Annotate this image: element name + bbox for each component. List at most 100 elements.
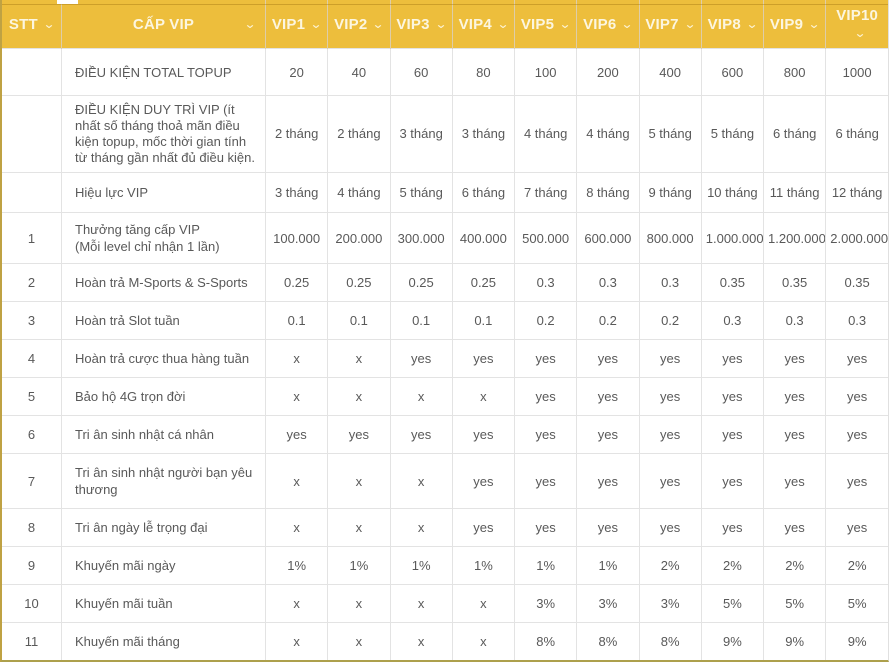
value-cell: 0.35	[825, 263, 888, 302]
table-row: ĐIỀU KIỆN TOTAL TOPUP 20 40 60 80 100 200 400 60…	[2, 48, 888, 96]
value-cell: x	[327, 377, 391, 416]
value-cell: 3%	[638, 584, 702, 623]
chevron-down-icon[interactable]: ⌄	[434, 17, 448, 32]
stt-cell: 3	[2, 301, 62, 340]
table-row: 10 Khuyến mãi tuần x x x x 3% 3% 3% 5% 5% 5%	[2, 584, 888, 623]
value-cell: 3 tháng	[389, 95, 453, 173]
value-cell: yes	[513, 377, 578, 416]
value-cell: 2%	[825, 546, 888, 585]
value-cell: 800	[762, 48, 827, 96]
stt-cell: 9	[2, 546, 62, 585]
value-cell: 8 tháng	[576, 172, 640, 213]
value-cell: yes	[389, 415, 453, 454]
row-label-cell: Tri ân sinh nhật người bạn yêu thương	[61, 453, 266, 509]
stt-cell: 1	[2, 212, 62, 264]
column-header-cấp-vip[interactable]: CẤP VIP ⌄	[61, 0, 266, 49]
value-cell: yes	[451, 415, 516, 454]
column-header-stt[interactable]: STT ⌄	[2, 0, 62, 49]
chevron-down-icon[interactable]: ⌄	[745, 17, 759, 32]
value-cell: 60	[389, 48, 453, 96]
column-header-vip7[interactable]: VIP7 ⌄	[638, 0, 702, 49]
table-header: STT ⌄ CẤP VIP ⌄ VIP1 ⌄ VIP2 ⌄ VIP3 ⌄ VIP4 ⌄ VIP5 ⌄ VIP…	[2, 0, 888, 49]
value-cell: x	[451, 622, 516, 660]
value-cell: x	[389, 622, 453, 660]
chevron-down-icon[interactable]: ⌄	[807, 17, 821, 32]
value-cell: 0.1	[264, 301, 329, 340]
row-label-cell: Khuyến mãi tháng	[61, 622, 266, 660]
value-cell: 0.3	[513, 263, 578, 302]
value-cell: 9 tháng	[638, 172, 702, 213]
value-cell: x	[264, 377, 329, 416]
value-cell: 0.3	[825, 301, 888, 340]
value-cell: yes	[451, 508, 516, 547]
value-cell: 9%	[825, 622, 888, 660]
table-row: 6 Tri ân sinh nhật cá nhân yes yes yes yes yes…	[2, 415, 888, 454]
column-header-label: VIP3	[396, 15, 430, 33]
value-cell: 80	[451, 48, 516, 96]
value-cell: 4 tháng	[327, 172, 391, 213]
column-header-label: VIP6	[583, 15, 617, 33]
value-cell: 1%	[451, 546, 516, 585]
value-cell: 0.2	[513, 301, 578, 340]
value-cell: 1.000.000	[700, 212, 765, 264]
column-header-vip8[interactable]: VIP8 ⌄	[700, 0, 764, 49]
value-cell: 300.000	[389, 212, 453, 264]
value-cell: 0.3	[762, 301, 827, 340]
row-label-cell: Hoàn trả Slot tuần	[61, 301, 266, 340]
value-cell: 10 tháng	[700, 172, 765, 213]
table-row: 3 Hoàn trả Slot tuần 0.1 0.1 0.1 0.1 0.2 0.2 0.2…	[2, 301, 888, 340]
chevron-down-icon[interactable]: ⌄	[496, 17, 510, 32]
value-cell: yes	[513, 453, 578, 509]
column-header-label: VIP2	[334, 15, 368, 33]
row-label-cell: Thưởng tăng cấp VIP (Mỗi level chỉ nhận …	[61, 212, 266, 264]
value-cell: 0.2	[638, 301, 702, 340]
value-cell: x	[389, 377, 453, 416]
stt-cell	[2, 48, 62, 96]
column-header-vip6[interactable]: VIP6 ⌄	[576, 0, 639, 49]
column-header-vip9[interactable]: VIP9 ⌄	[762, 0, 826, 49]
value-cell: 1%	[264, 546, 329, 585]
value-cell: x	[389, 508, 453, 547]
value-cell: yes	[576, 339, 640, 378]
value-cell: yes	[451, 339, 516, 378]
value-cell: 1%	[327, 546, 391, 585]
table-row: 5 Bảo hộ 4G trọn đời x x x x yes yes yes yes yes ye…	[2, 377, 888, 416]
value-cell: 5%	[700, 584, 765, 623]
chevron-down-icon[interactable]: ⌄	[309, 17, 323, 32]
column-header-vip2[interactable]: VIP2 ⌄	[327, 0, 390, 49]
value-cell: yes	[762, 377, 827, 416]
value-cell: 8%	[638, 622, 702, 660]
column-header-vip4[interactable]: VIP4 ⌄	[451, 0, 515, 49]
value-cell: x	[264, 584, 329, 623]
value-cell: yes	[825, 415, 888, 454]
stt-cell: 6	[2, 415, 62, 454]
value-cell: 3%	[576, 584, 640, 623]
chevron-down-icon[interactable]: ⌄	[683, 17, 697, 32]
chevron-down-icon[interactable]: ⌄	[243, 17, 257, 31]
chevron-down-icon[interactable]: ⌄	[42, 17, 56, 32]
value-cell: x	[327, 453, 391, 509]
stt-cell: 8	[2, 508, 62, 547]
value-cell: yes	[576, 415, 640, 454]
value-cell: 1%	[576, 546, 640, 585]
value-cell: yes	[576, 453, 640, 509]
column-header-vip3[interactable]: VIP3 ⌄	[389, 0, 453, 49]
chevron-down-icon[interactable]: ⌄	[853, 26, 867, 41]
value-cell: 3%	[513, 584, 578, 623]
column-header-vip10[interactable]: VIP10⌄	[825, 0, 888, 49]
value-cell: 0.25	[264, 263, 329, 302]
value-cell: yes	[762, 508, 827, 547]
value-cell: 0.35	[762, 263, 827, 302]
chevron-down-icon[interactable]: ⌄	[372, 17, 385, 32]
chevron-down-icon[interactable]: ⌄	[621, 17, 634, 32]
value-cell: 1000	[825, 48, 888, 96]
value-cell: 1.200.000	[762, 212, 827, 264]
chevron-down-icon[interactable]: ⌄	[558, 17, 572, 32]
table-row: 8 Tri ân ngày lễ trọng đại x x x yes yes yes yes…	[2, 508, 888, 547]
value-cell: 400	[638, 48, 702, 96]
value-cell: 5%	[825, 584, 888, 623]
column-header-vip1[interactable]: VIP1 ⌄	[264, 0, 328, 49]
column-header-vip5[interactable]: VIP5 ⌄	[513, 0, 577, 49]
value-cell: 0.3	[700, 301, 765, 340]
